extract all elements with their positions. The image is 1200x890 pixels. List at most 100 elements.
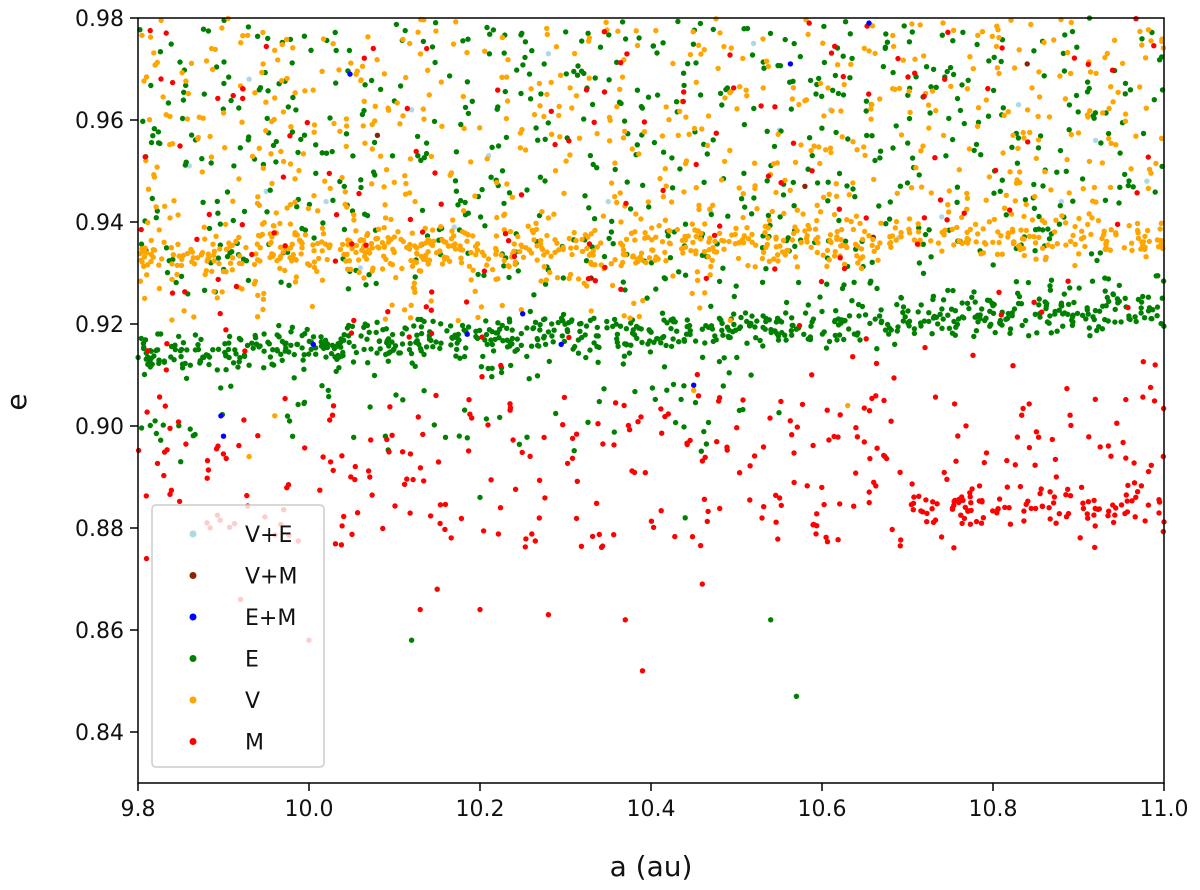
data-point <box>342 201 348 208</box>
data-point <box>534 335 540 342</box>
data-point <box>158 76 164 82</box>
data-point <box>585 419 591 425</box>
data-point <box>757 337 763 344</box>
data-point <box>1105 130 1112 137</box>
data-point <box>466 397 472 403</box>
data-point <box>721 158 728 165</box>
data-point <box>524 187 530 193</box>
data-point <box>1114 221 1121 227</box>
data-point <box>597 44 604 50</box>
data-point <box>946 325 953 331</box>
data-point <box>799 401 806 408</box>
data-point <box>333 47 339 54</box>
data-point <box>236 105 242 111</box>
data-point <box>887 240 893 247</box>
data-point <box>536 477 543 483</box>
data-point <box>768 617 774 623</box>
data-point <box>1035 113 1041 120</box>
data-point <box>404 105 410 112</box>
data-point <box>586 75 592 81</box>
data-point <box>545 329 552 335</box>
data-point <box>1145 154 1152 160</box>
data-point <box>507 228 514 235</box>
data-point <box>1015 102 1022 108</box>
data-point <box>973 141 980 148</box>
data-point <box>603 19 609 25</box>
data-point <box>310 341 316 348</box>
data-point <box>851 279 857 285</box>
data-point <box>244 492 250 499</box>
data-point <box>347 266 354 272</box>
data-point <box>305 205 312 212</box>
data-point <box>430 344 436 350</box>
data-point <box>1094 257 1100 264</box>
data-point <box>897 543 903 549</box>
data-point <box>1102 288 1108 294</box>
data-point <box>972 299 978 305</box>
data-point <box>760 343 766 349</box>
data-point <box>351 434 357 440</box>
data-point <box>407 510 413 516</box>
data-point <box>1031 299 1037 305</box>
data-point <box>150 247 156 253</box>
data-point <box>1065 301 1072 308</box>
data-point <box>581 116 587 122</box>
data-point <box>845 402 851 409</box>
data-point <box>604 325 610 331</box>
data-point <box>343 131 350 137</box>
data-point <box>222 349 228 356</box>
data-point <box>661 364 668 370</box>
data-point <box>993 43 1000 50</box>
data-point <box>769 208 775 215</box>
data-point <box>154 347 160 353</box>
data-point <box>1099 110 1106 116</box>
data-point <box>214 367 220 373</box>
data-point <box>583 354 589 361</box>
data-point <box>759 279 766 285</box>
data-point <box>280 109 287 115</box>
data-point <box>900 304 907 310</box>
data-point <box>863 98 870 104</box>
data-point <box>817 294 823 300</box>
data-point <box>459 229 466 235</box>
data-point <box>1079 228 1085 234</box>
data-point <box>495 143 502 149</box>
data-point <box>473 333 479 340</box>
data-point <box>269 361 275 367</box>
data-point <box>734 354 740 361</box>
data-point <box>945 312 951 318</box>
data-point <box>910 507 916 513</box>
data-point <box>932 394 939 400</box>
data-point <box>863 215 869 221</box>
data-point <box>649 247 655 253</box>
legend-label: M <box>245 731 264 756</box>
data-point <box>681 424 687 430</box>
data-point <box>518 330 524 337</box>
data-point <box>668 343 675 350</box>
data-point <box>774 330 780 337</box>
data-point <box>638 414 644 420</box>
data-point <box>1145 308 1152 314</box>
data-point <box>952 308 959 314</box>
data-point <box>955 433 961 439</box>
data-point <box>397 83 404 89</box>
data-point <box>162 403 168 409</box>
data-point <box>1021 508 1027 514</box>
data-point <box>438 79 444 85</box>
data-point <box>178 459 184 465</box>
data-point <box>475 271 481 278</box>
data-point <box>147 34 154 40</box>
data-point <box>897 183 904 189</box>
data-point <box>636 313 642 320</box>
data-point <box>619 74 626 80</box>
data-point <box>399 449 406 455</box>
data-point <box>1027 129 1033 136</box>
data-point <box>288 329 294 335</box>
data-point <box>990 87 997 94</box>
data-point <box>349 531 355 537</box>
data-point <box>772 104 778 110</box>
data-point <box>299 240 305 247</box>
data-point <box>309 303 316 310</box>
data-point <box>210 241 216 247</box>
data-point <box>967 521 974 527</box>
